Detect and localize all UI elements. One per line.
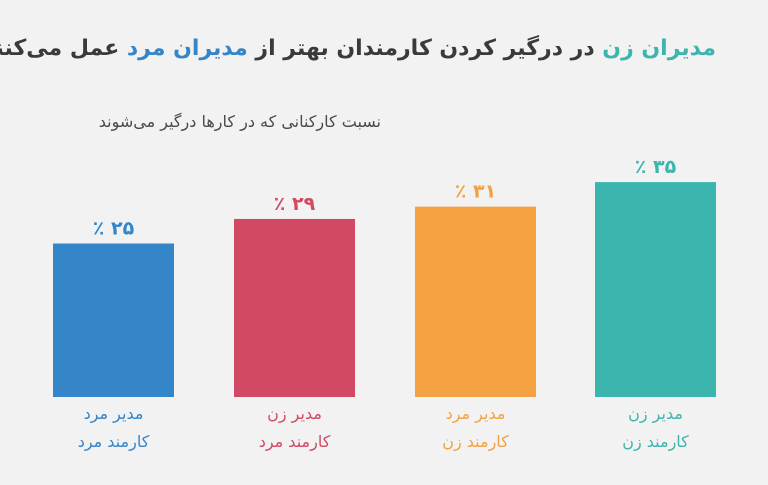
category-employee-label: کارمند مرد [258,432,331,451]
bar-value-label-2: ۳۱ ٪ [455,181,496,203]
bar-3 [234,218,355,397]
category-employee-label: کارمند زن [622,432,689,451]
category-label-4: مدیر مرد کارمند مرد [34,400,194,456]
bar-value-label-4: ۲۵ ٪ [93,218,135,240]
bar-value-label-3: ۲۹ ٪ [274,193,316,215]
bar-2 [415,206,536,397]
category-label-2: مدیر مرد کارمند زن [396,400,556,456]
title-middle: در درگیر کردن کارمندان بهتر از [247,36,603,61]
title-end: عمل می‌کنند [0,36,120,61]
bar-1 [595,182,716,397]
bar-4 [53,243,174,397]
category-manager-label: مدیر زن [267,404,322,423]
category-label-1: مدیر زن کارمند زن [576,400,736,456]
category-manager-label: مدیر زن [628,404,683,423]
category-label-3: مدیر زن کارمند مرد [215,400,375,456]
bar-value-label-1: ۳۵ ٪ [635,156,677,178]
chart-title: مدیران زن در درگیر کردن کارمندان بهتر از… [0,36,716,62]
category-manager-label: مدیر مرد [445,404,506,423]
title-male-managers: مدیران مرد [126,36,248,61]
category-employee-label: کارمند زن [442,432,509,451]
title-female-managers: مدیران زن [602,36,716,61]
category-manager-label: مدیر مرد [83,404,144,423]
category-employee-label: کارمند مرد [77,432,150,451]
chart-subtitle: نسبت کارکنانی که در کارها درگیر می‌شوند [98,112,381,131]
